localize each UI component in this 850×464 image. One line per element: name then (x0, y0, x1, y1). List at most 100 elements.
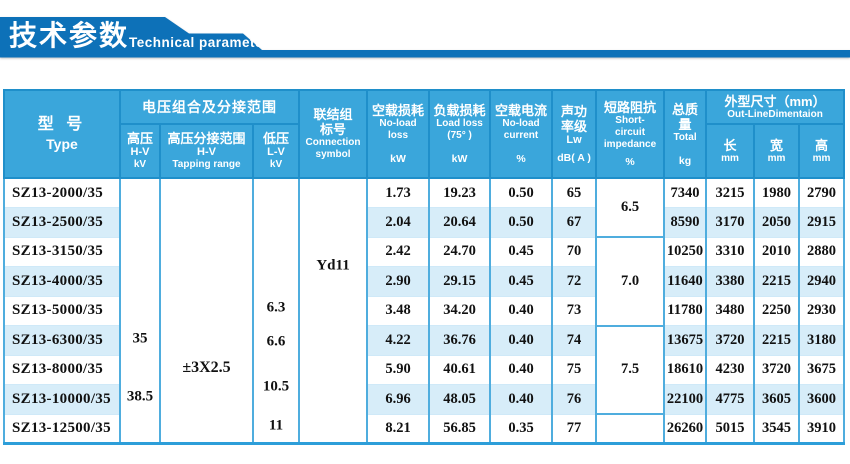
col-header-type: 型 号 Type (3, 89, 121, 179)
col-header-width: 宽 mm (753, 123, 801, 179)
cell-lw: 70 (551, 236, 598, 267)
banner-title-english: Technical parameter (129, 35, 269, 50)
cell-total: 26260 (663, 413, 708, 444)
cell-height: 3600 (798, 384, 846, 415)
col-header-connection: 联结组 标号 Connection symbol (298, 89, 369, 179)
cell-type: SZ13-6300/35 (3, 325, 121, 356)
cell-height: 2940 (798, 266, 846, 297)
table-row: SZ13-6300/35 4.22 36.76 0.40 74 7.5 1367… (3, 324, 846, 415)
col-header-height: 高 mm (798, 123, 846, 179)
cell-height: 2790 (798, 177, 846, 208)
col-header-lv: 低压 L-V kV (251, 123, 301, 179)
cell-noload-loss: 2.42 (366, 236, 431, 267)
cell-lw: 73 (551, 295, 598, 326)
cell-load-loss: 56.85 (428, 413, 492, 444)
banner-ribbon-shape (0, 17, 850, 58)
cell-width: 2010 (753, 236, 801, 267)
col-header-sound-level: 声功 率级 Lw dB( A ) (551, 89, 598, 179)
cell-noload-current: 0.40 (489, 384, 554, 415)
cell-total: 11640 (663, 266, 708, 297)
col-header-total-mass: 总质 量 Total kg (663, 89, 708, 179)
col-group-dimensions: 外型尺寸（mm） Out-LineDimentaion (705, 89, 846, 125)
hv-merged-cell: 35 38.5 (119, 177, 161, 444)
cell-load-loss: 36.76 (428, 325, 492, 356)
table-row: SZ13-2500/35 2.04 20.64 0.50 67 8590 317… (3, 207, 846, 238)
cell-length: 3215 (705, 177, 756, 208)
cell-total: 10250 (663, 236, 708, 267)
cell-type: SZ13-8000/35 (3, 354, 121, 385)
cell-width: 2250 (753, 295, 801, 326)
cell-load-loss: 19.23 (428, 177, 492, 208)
table-row: SZ13-8000/35 5.90 40.61 0.40 75 18610 42… (3, 354, 846, 385)
cell-lw: 74 (551, 325, 598, 356)
col-header-length: 长 mm (705, 123, 756, 179)
cell-lw: 67 (551, 207, 598, 238)
tapping-range-value: ±3X2.5 (182, 359, 231, 377)
type-label-en: Type (46, 136, 78, 152)
lv-value: 6.3 (266, 299, 286, 316)
cell-type: SZ13-12500/35 (3, 413, 121, 444)
cell-load-loss: 34.20 (428, 295, 492, 326)
tapping-range-merged-cell: ±3X2.5 (159, 177, 254, 444)
cell-lw: 72 (551, 266, 598, 297)
cell-length: 3380 (705, 266, 756, 297)
cell-length: 3170 (705, 207, 756, 238)
cell-width: 2050 (753, 207, 801, 238)
cell-type: SZ13-3150/35 (3, 236, 121, 267)
cell-lw: 76 (551, 384, 598, 415)
table-row: SZ13-3150/35 2.42 24.70 0.45 70 7.0 1025… (3, 236, 846, 327)
impedance-group-cell (595, 413, 666, 445)
cell-width: 1980 (753, 177, 801, 208)
col-group-voltage: 电压组合及分接范围 (118, 89, 301, 125)
cell-load-loss: 40.61 (428, 354, 492, 385)
cell-height: 2930 (798, 295, 846, 326)
connection-symbol-merged-cell: Yd11 (298, 177, 369, 444)
cell-height: 3180 (798, 325, 846, 356)
cell-width: 2215 (753, 325, 801, 356)
cell-width: 3720 (753, 354, 801, 385)
cell-type: SZ13-5000/35 (3, 295, 121, 326)
table-row: SZ13-2000/35 35 38.5 ±3X2.5 6.3 6.6 10.5… (3, 177, 846, 444)
cell-noload-loss: 2.90 (366, 266, 431, 297)
col-header-hv: 高压 H-V kV (119, 123, 161, 179)
hv-value: 35 (132, 330, 148, 347)
cell-load-loss: 20.64 (428, 207, 492, 238)
cell-length: 3720 (705, 325, 756, 356)
connection-symbol-value: Yd11 (316, 257, 350, 274)
cell-load-loss: 24.70 (428, 236, 492, 267)
col-header-tapping-range: 高压分接范围 H-V Tapping range (159, 123, 254, 179)
section-banner: 技术参数 Technical parameter (0, 0, 850, 62)
cell-length: 3480 (705, 295, 756, 326)
cell-type: SZ13-10000/35 (3, 384, 121, 415)
cell-total: 22100 (663, 384, 708, 415)
cell-type: SZ13-2000/35 (3, 177, 121, 208)
cell-type: SZ13-4000/35 (3, 266, 121, 297)
lv-value: 11 (268, 417, 284, 434)
cell-height: 3675 (798, 354, 846, 385)
cell-width: 3545 (753, 413, 801, 444)
hv-value: 38.5 (126, 388, 154, 405)
cell-lw: 75 (551, 354, 598, 385)
type-label-zh: 型 号 (37, 116, 87, 133)
cell-noload-loss: 5.90 (366, 354, 431, 385)
cell-noload-current: 0.40 (489, 325, 554, 356)
table-row: SZ13-12500/35 8.21 56.85 0.35 77 26260 5… (3, 413, 846, 445)
cell-total: 7340 (663, 177, 708, 208)
cell-noload-loss: 3.48 (366, 295, 431, 326)
col-header-load-loss: 负载损耗 Load loss (75° ) kW (428, 89, 492, 179)
cell-noload-loss: 4.22 (366, 325, 431, 356)
cell-total: 18610 (663, 354, 708, 385)
cell-noload-current: 0.50 (489, 177, 554, 208)
cell-noload-loss: 6.96 (366, 384, 431, 415)
cell-noload-current: 0.45 (489, 266, 554, 297)
cell-length: 4775 (705, 384, 756, 415)
lv-merged-cell: 6.3 6.6 10.5 11 (251, 177, 301, 444)
banner-title-chinese: 技术参数 (9, 20, 130, 51)
cell-width: 3605 (753, 384, 801, 415)
cell-noload-current: 0.45 (489, 236, 554, 267)
cell-total: 13675 (663, 325, 708, 356)
cell-height: 2880 (798, 236, 846, 267)
cell-noload-current: 0.40 (489, 295, 554, 326)
cell-load-loss: 29.15 (428, 266, 492, 297)
table-row: SZ13-5000/35 3.48 34.20 0.40 73 11780 34… (3, 295, 846, 326)
